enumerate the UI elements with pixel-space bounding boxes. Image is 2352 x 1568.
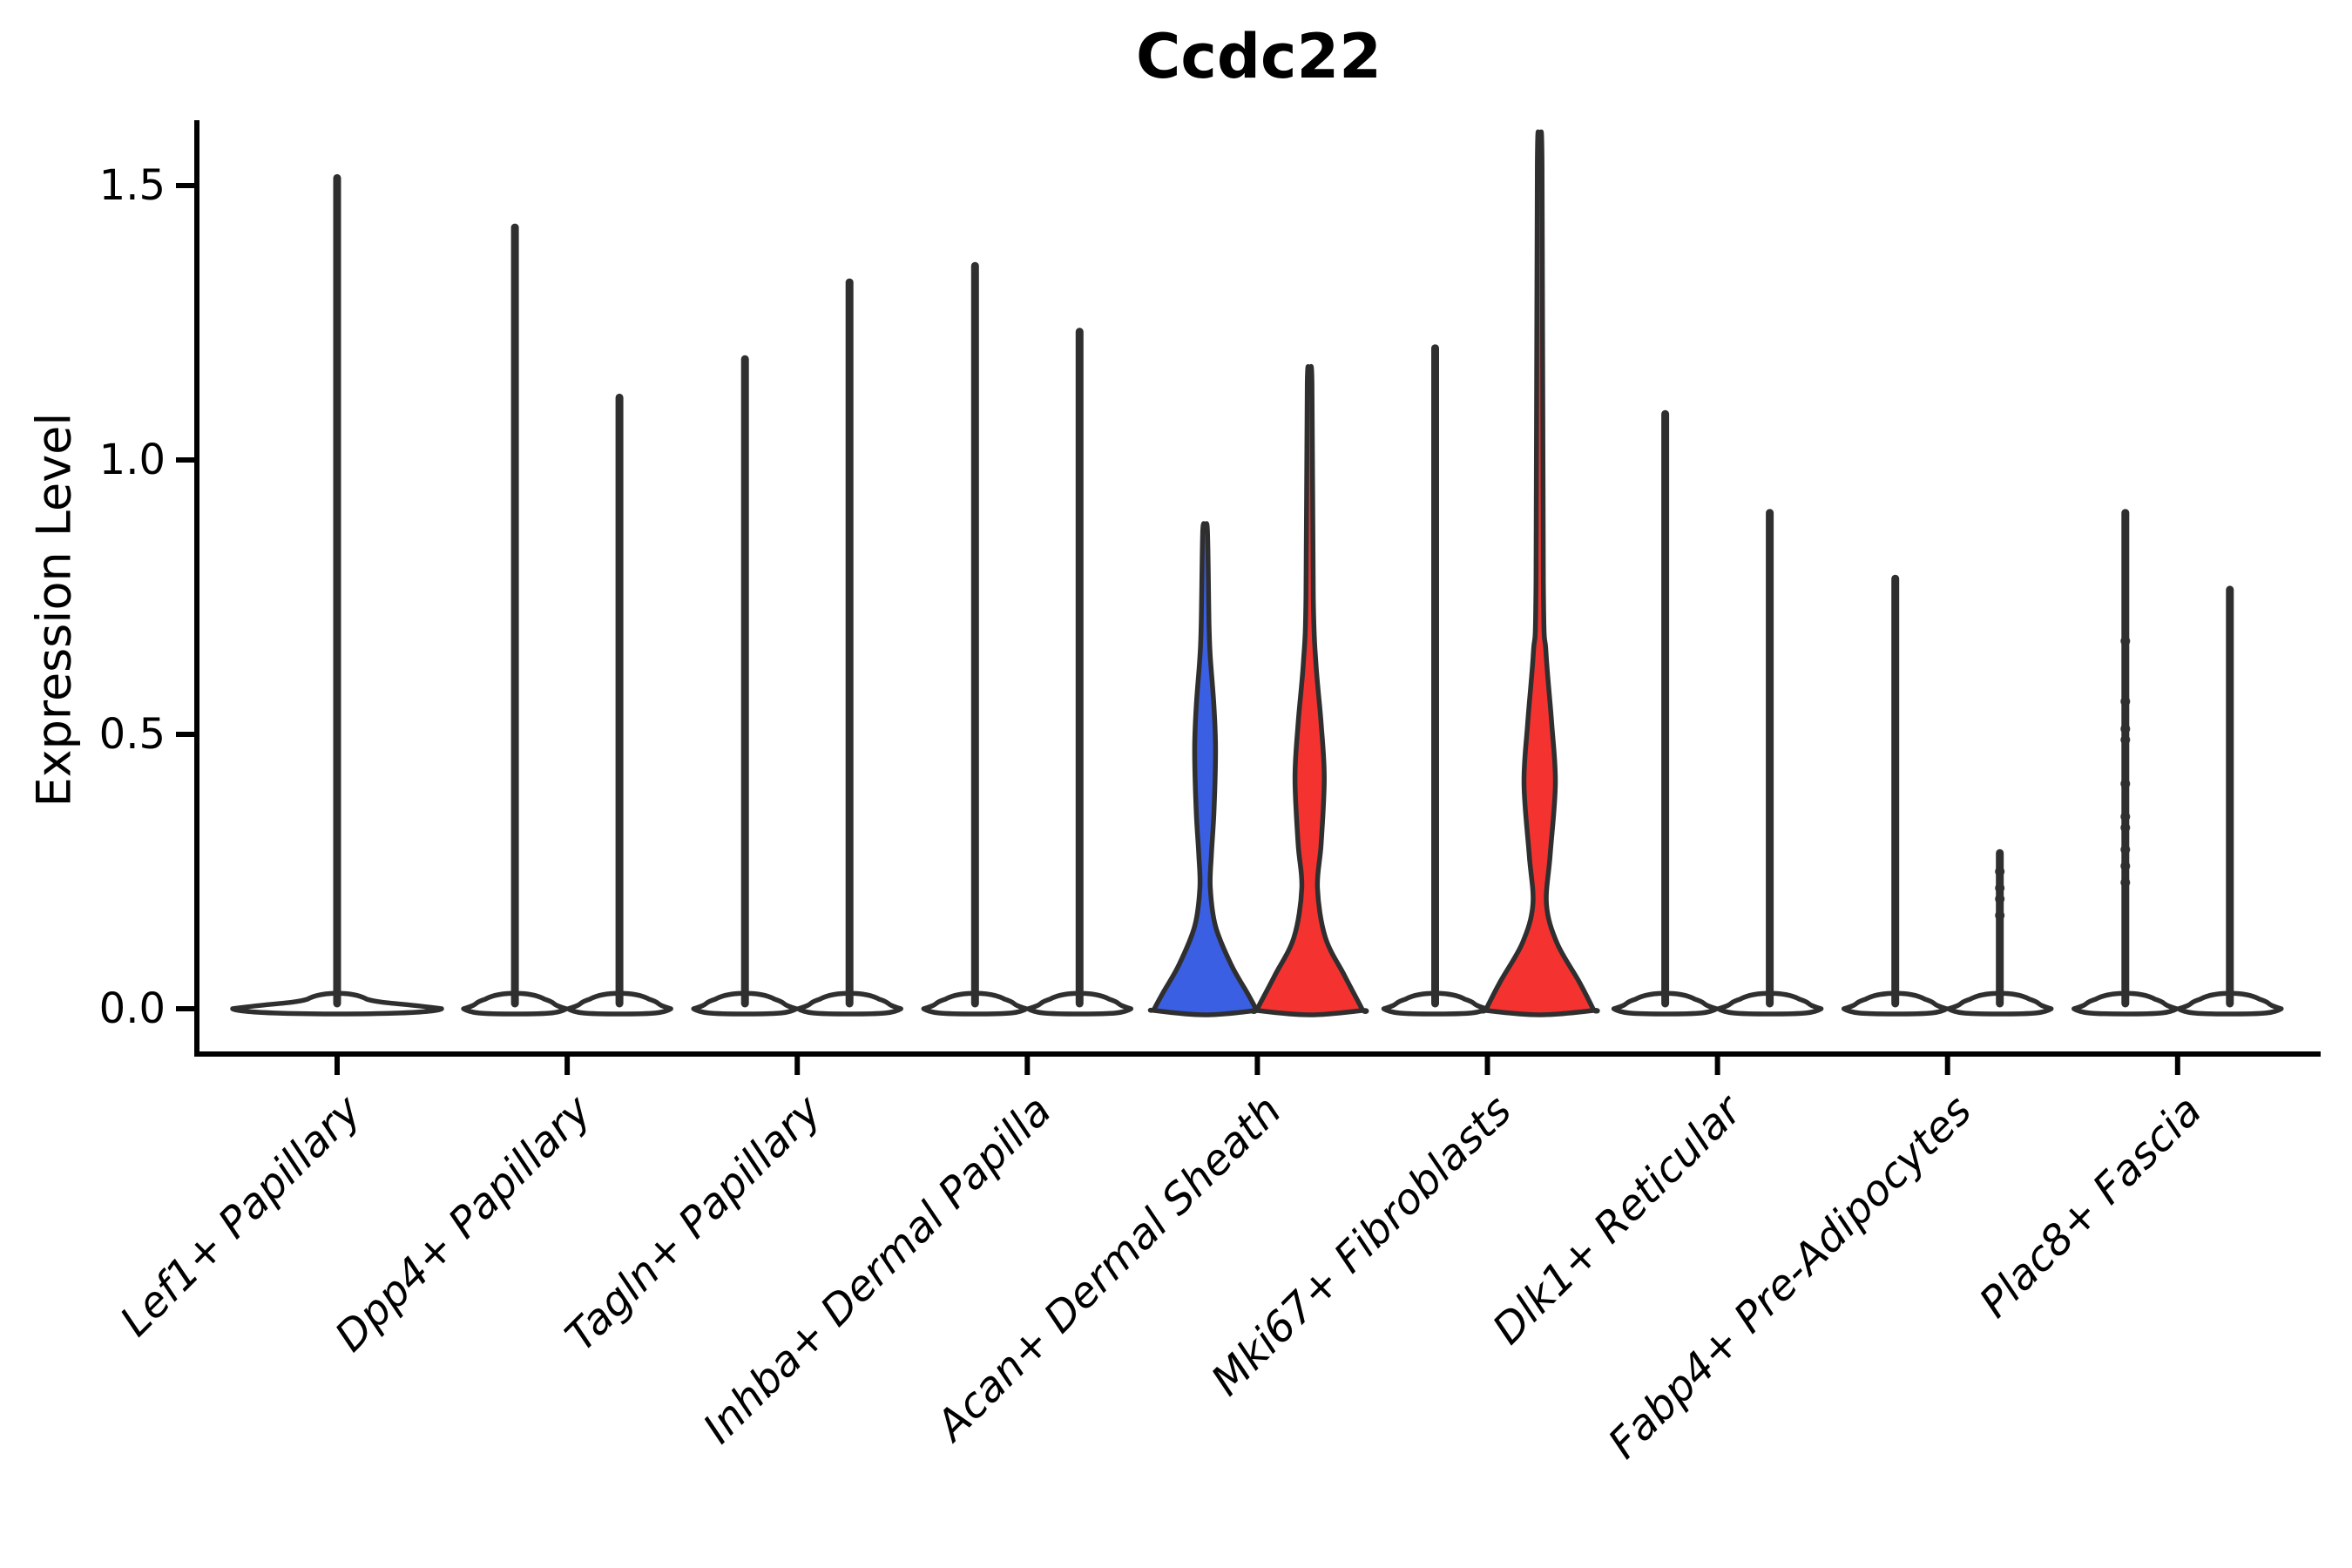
violin-plac8-fascia-left-point [2120, 734, 2131, 745]
y-tick-label: 0.5 [99, 710, 166, 759]
x-tick-label: Dpp4+ Papillary [326, 1085, 601, 1361]
violin-plac8-fascia-left-point [2120, 877, 2131, 888]
y-tick-label: 0.0 [99, 984, 166, 1033]
chart-title: Ccdc22 [1136, 21, 1382, 92]
violin-fabp4-pre-adipocytes-right-point [1995, 894, 2005, 904]
violin-plac8-fascia-left-point [2120, 861, 2131, 871]
violin-acan-dermal-sheath-right [1250, 363, 1369, 1017]
violin-plac8-fascia-left-point [2120, 696, 2131, 706]
violin-plac8-fascia-left-point [2120, 812, 2131, 821]
violin-plac8-fascia-left-point [2120, 724, 2131, 734]
x-tick-label: Fabp4+ Pre-Adipocytes [1599, 1086, 1982, 1469]
violin-fabp4-pre-adipocytes-right-point [1995, 867, 2005, 876]
violin-fabp4-pre-adipocytes-right-point [1995, 910, 2005, 921]
y-tick-label: 1.0 [99, 436, 166, 484]
x-tick-label: Tagln+ Papillary [556, 1085, 831, 1361]
violin-acan-dermal-sheath-left [1147, 521, 1263, 1017]
violin-plac8-fascia-left-point [2120, 779, 2131, 789]
y-axis-label: Expression Level [26, 412, 82, 808]
violin-fabp4-pre-adipocytes-right-point [1995, 882, 2005, 893]
violin-plac8-fascia-left-point [2120, 822, 2131, 833]
y-tick-label: 1.5 [99, 161, 166, 210]
violin-mki67-fibroblasts-right [1479, 129, 1600, 1017]
violin-plac8-fascia-left-point [2120, 636, 2131, 646]
x-tick-label: Dlk1+ Reticular [1484, 1085, 1754, 1355]
x-tick-label: Plac8+ Fascia [1970, 1086, 2212, 1328]
x-tick-label: Lef1+ Papillary [111, 1085, 371, 1346]
violin-plac8-fascia-left-point [2120, 844, 2131, 855]
